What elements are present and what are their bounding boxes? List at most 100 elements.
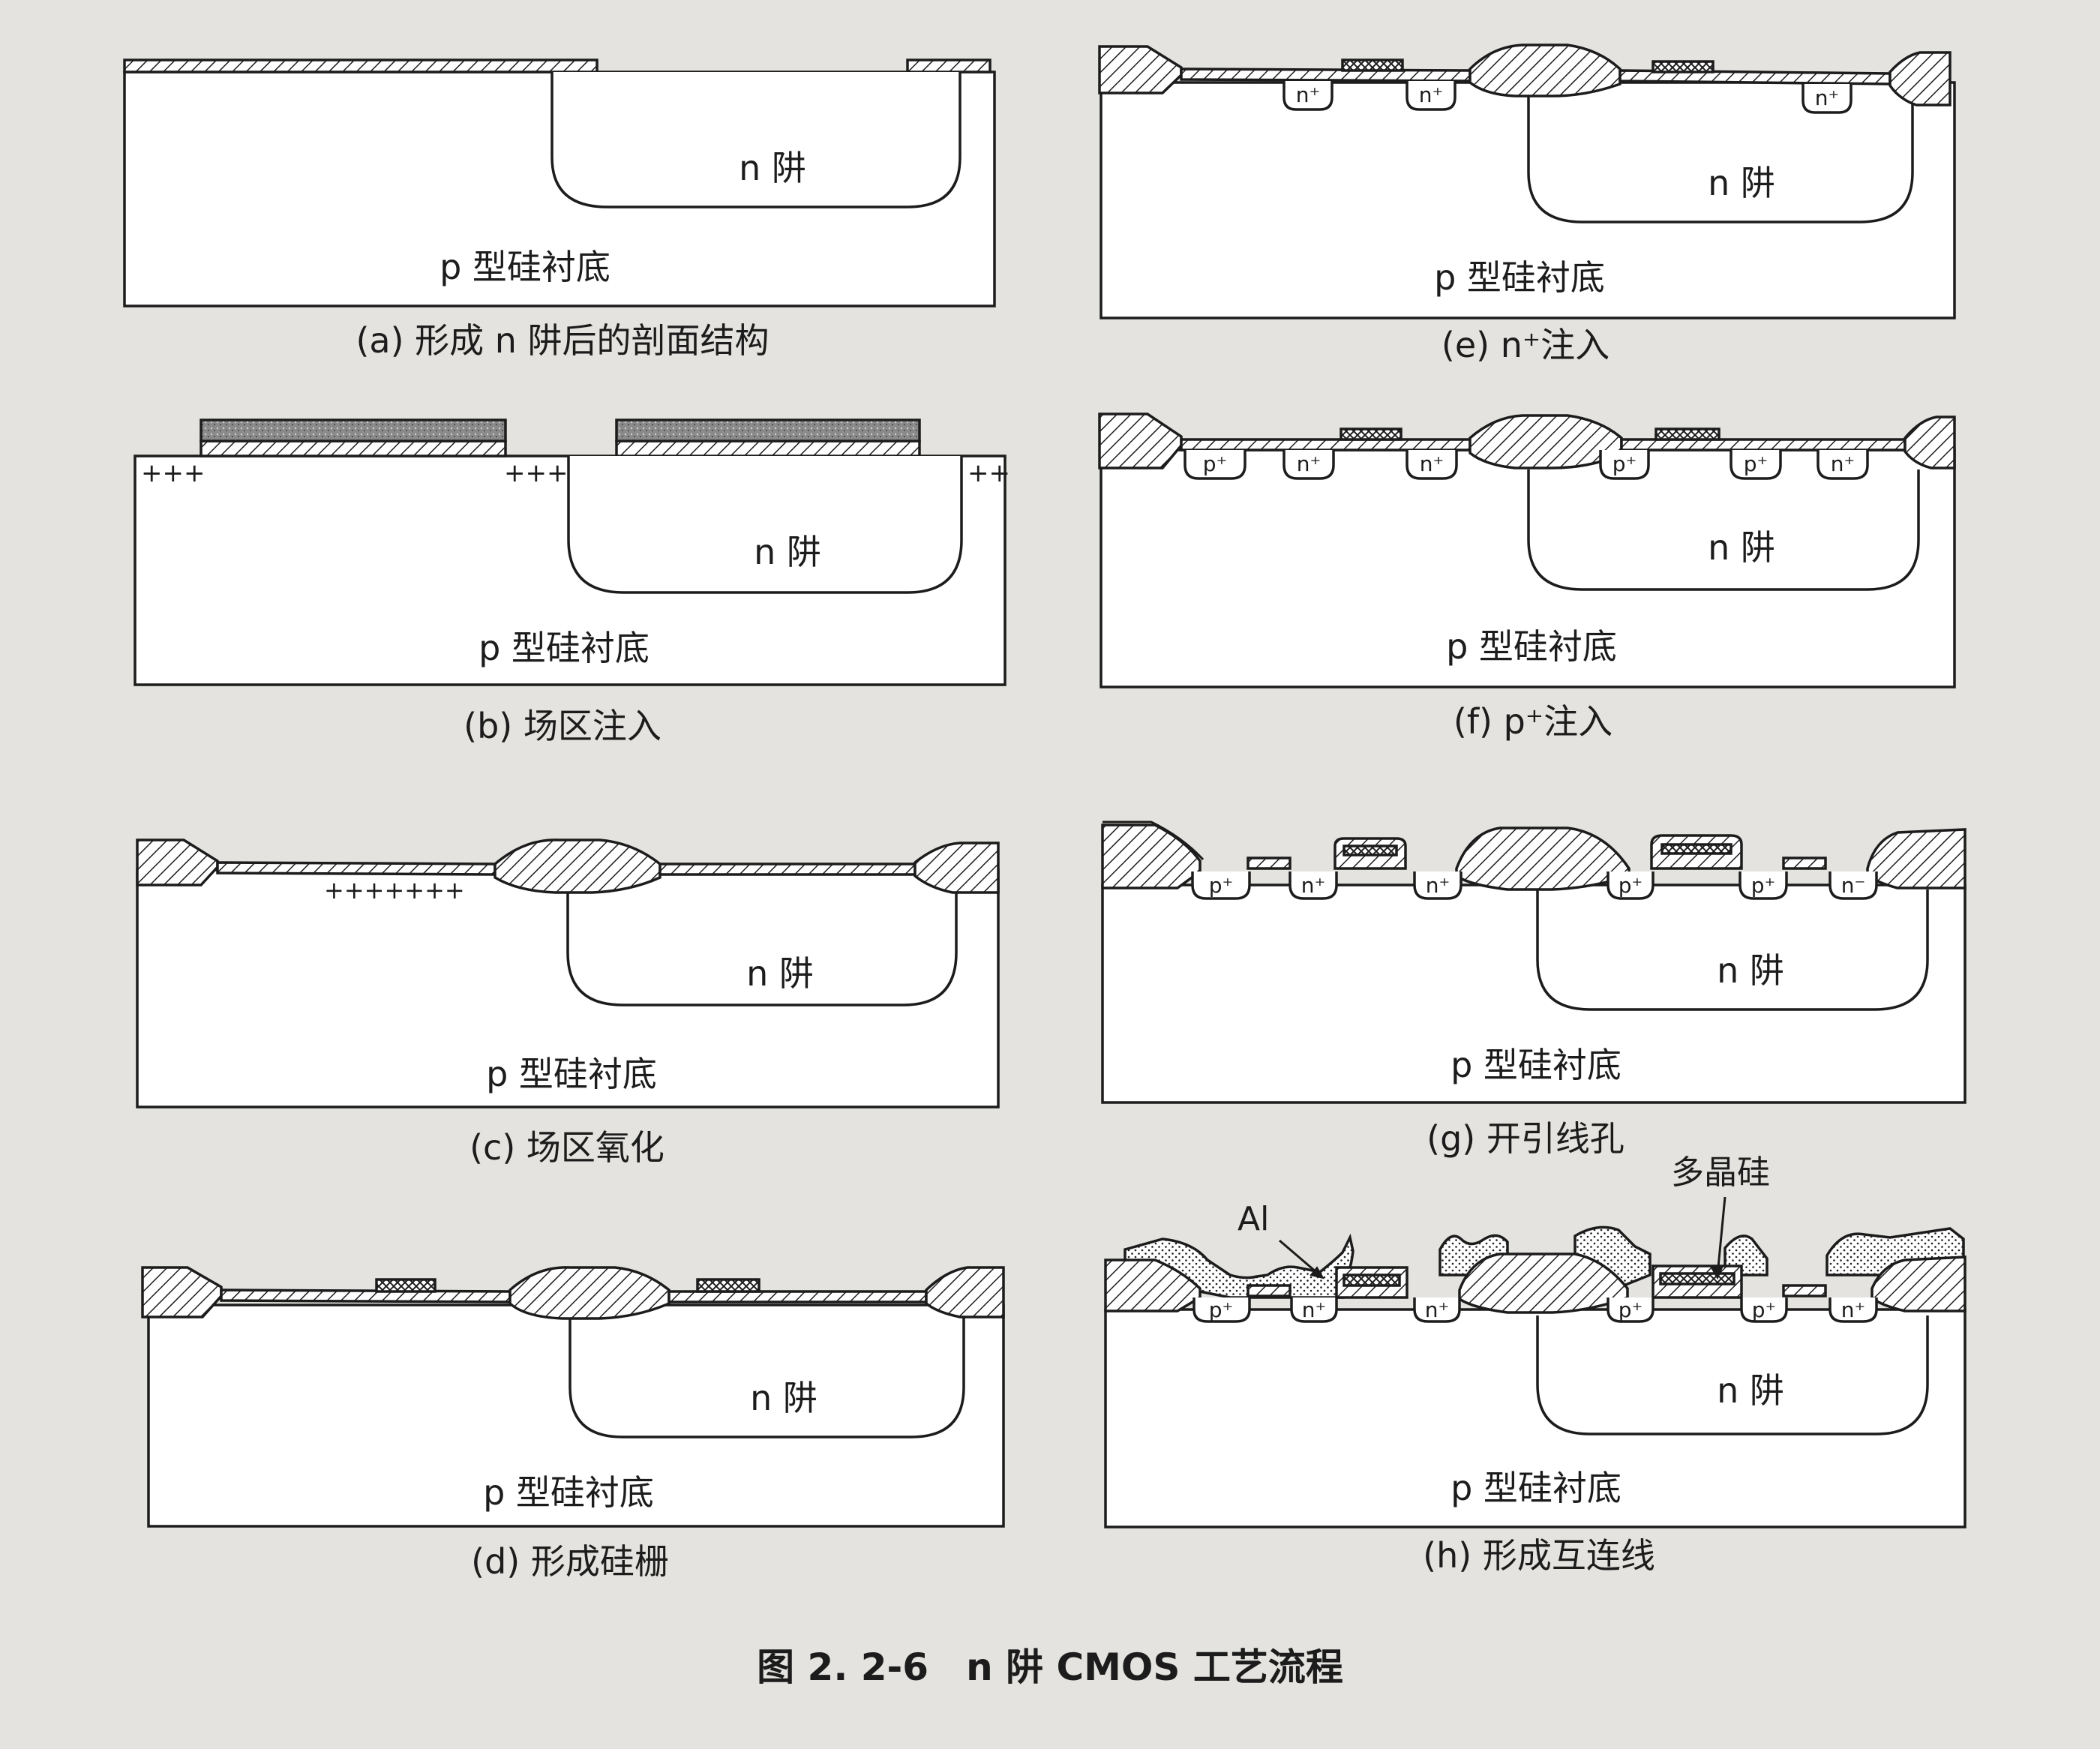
panel-e	[1098, 44, 1956, 320]
implant-region	[1191, 872, 1251, 900]
poly-leader-arrow	[1710, 1267, 1724, 1280]
implant-region	[1802, 84, 1852, 114]
polysilicon-gate	[1342, 844, 1398, 856]
polysilicon-gate	[1659, 1272, 1736, 1286]
polysilicon-gate	[1660, 843, 1732, 855]
thin-oxide	[1180, 68, 1472, 82]
thin-oxide	[668, 1290, 928, 1304]
thin-oxide	[1782, 1284, 1827, 1298]
field-oxide	[1904, 416, 1956, 470]
thin-oxide	[1782, 856, 1827, 870]
field-oxide	[914, 842, 1000, 894]
implant-region	[1192, 1298, 1251, 1323]
nitride-mask	[615, 418, 921, 442]
caption-d: (d) 形成硅栅	[471, 1541, 669, 1582]
implant-region	[1282, 450, 1335, 480]
substrate-label: p 型硅衬底	[1450, 1468, 1622, 1508]
panel-b	[134, 418, 1006, 686]
panel-g	[1101, 820, 1966, 1104]
implant-region	[1282, 81, 1334, 111]
well-label: n 阱	[754, 532, 821, 572]
field-oxide	[141, 1266, 223, 1318]
field-oxide	[1101, 824, 1202, 890]
substrate-label: p 型硅衬底	[483, 1472, 654, 1513]
well-label: n 阱	[750, 1378, 818, 1418]
polysilicon-gate	[1654, 428, 1720, 441]
well-label: n 阱	[1717, 950, 1784, 991]
oxide-layer	[615, 440, 921, 458]
field-oxide	[508, 1266, 670, 1320]
implant-region	[1413, 1298, 1461, 1323]
well-label: n 阱	[746, 953, 814, 994]
figure-caption: 图 2. 2-6 n 阱 CMOS 工艺流程	[757, 1646, 1343, 1689]
implant-region	[1828, 1298, 1878, 1323]
thin-oxide	[216, 861, 496, 876]
field-oxide	[1468, 44, 1622, 98]
n-well	[1527, 93, 1914, 224]
implant-mark: +++++++	[324, 876, 465, 904]
region-label: n⁺	[1296, 82, 1321, 107]
implant-region	[1730, 450, 1782, 480]
substrate-label: p 型硅衬底	[440, 247, 610, 287]
substrate-label: p 型硅衬底	[1434, 257, 1605, 298]
region-label: p⁺	[1203, 452, 1228, 476]
thin-oxide	[1246, 856, 1292, 870]
polysilicon-gate	[696, 1278, 760, 1293]
n-well	[1536, 890, 1929, 1011]
field-oxide	[1468, 414, 1623, 470]
polysilicon-gate	[1341, 58, 1404, 72]
region-label: p⁺	[1612, 452, 1637, 476]
caption-e: (e) n⁺注入	[1442, 325, 1610, 365]
panel-h	[1104, 1196, 1966, 1528]
panel-c	[136, 838, 1000, 1108]
region-label: p⁺	[1209, 1298, 1234, 1322]
al-leader-arrow	[1310, 1266, 1325, 1280]
implant-mark: +++	[504, 458, 568, 488]
al-label: Al	[1238, 1200, 1269, 1238]
field-oxide	[1866, 828, 1966, 890]
thin-oxide	[220, 1288, 512, 1304]
polysilicon-gate	[1340, 428, 1402, 441]
n-well	[566, 876, 958, 1006]
passivation	[1102, 820, 1204, 861]
region-label: p⁺	[1751, 873, 1776, 898]
substrate-label: p 型硅衬底	[1446, 626, 1617, 667]
n-well	[1536, 1316, 1929, 1436]
caption-c: (c) 场区氧化	[470, 1127, 664, 1168]
panel-a	[123, 58, 996, 308]
implant-region	[1406, 81, 1456, 111]
region-label: p⁺	[1618, 1298, 1643, 1322]
well-label: n 阱	[1708, 163, 1775, 203]
implant-region	[1290, 1298, 1338, 1323]
caption-b: (b) 场区注入	[464, 706, 662, 746]
implant-region	[1413, 872, 1462, 900]
polysilicon-gate	[1342, 1274, 1401, 1287]
implant-region	[1740, 1298, 1788, 1323]
n-well	[1527, 470, 1920, 591]
field-oxide	[1098, 45, 1183, 94]
region-label: p⁺	[1752, 1298, 1777, 1322]
thin-oxide	[1246, 1284, 1292, 1298]
field-oxide	[1455, 826, 1630, 891]
substrate-label: p 型硅衬底	[1450, 1045, 1622, 1085]
field-oxide	[1104, 1258, 1202, 1312]
region-label: n⁻	[1841, 873, 1866, 898]
well-label: n 阱	[1708, 527, 1775, 568]
field-oxide	[136, 838, 219, 886]
region-label: n⁺	[1302, 1298, 1327, 1322]
thin-oxide	[658, 862, 916, 876]
field-oxide	[1098, 412, 1183, 470]
implant-region	[1606, 872, 1654, 900]
region-label: p⁺	[1209, 873, 1234, 898]
region-label: n⁺	[1419, 82, 1444, 107]
region-label: n⁺	[1301, 873, 1326, 898]
implant-region	[1184, 450, 1246, 480]
poly-leader-line	[1716, 1196, 1726, 1276]
field-oxide	[494, 838, 662, 894]
region-label: n⁺	[1815, 86, 1840, 110]
region-label: n⁺	[1831, 452, 1856, 476]
thin-oxide	[1620, 438, 1906, 452]
n-well	[568, 1314, 965, 1438]
substrate-label: p 型硅衬底	[478, 628, 650, 668]
region-label: p⁺	[1744, 452, 1768, 476]
